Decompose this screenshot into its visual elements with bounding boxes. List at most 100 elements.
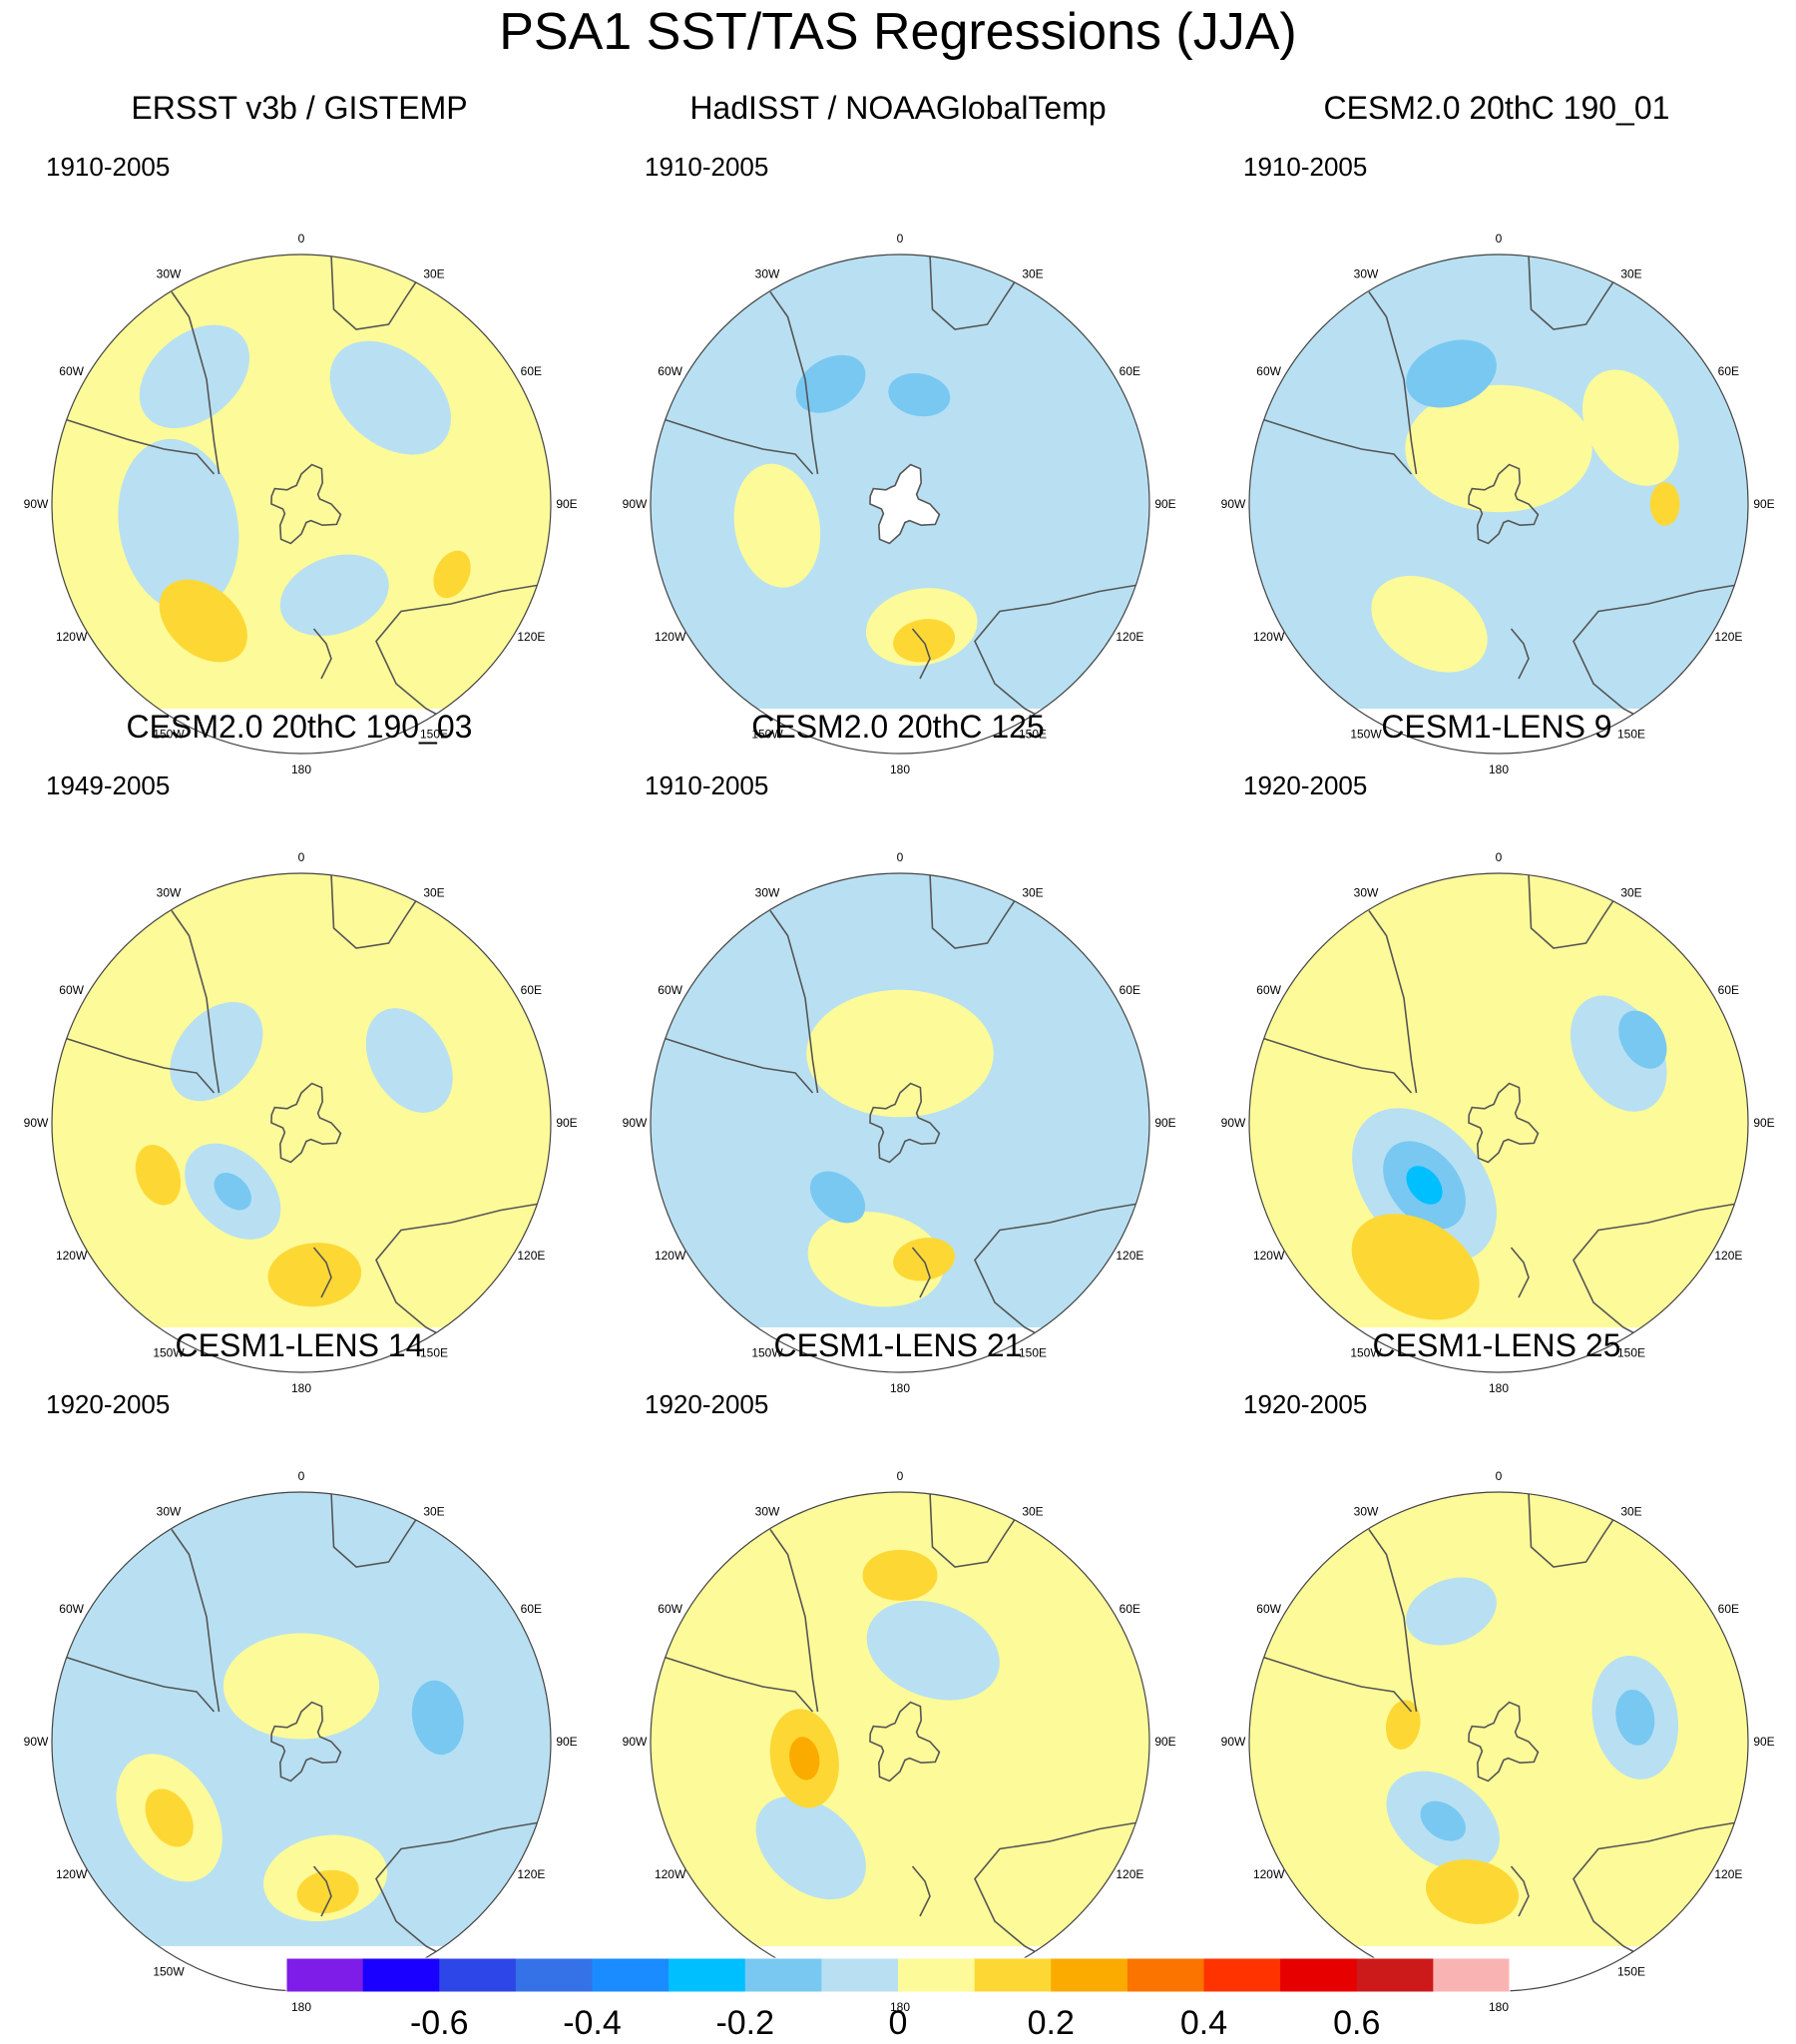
panel-title: CESM1-LENS 25 [1372, 1327, 1621, 1363]
longitude-label: 0 [298, 850, 305, 864]
coastline [330, 255, 422, 330]
anomaly-region [795, 354, 866, 413]
coastline [1368, 291, 1418, 475]
anomaly-region [145, 1788, 194, 1847]
anomaly-region [1649, 482, 1680, 526]
anomaly-region [139, 324, 249, 429]
longitude-label: 90E [556, 1735, 577, 1749]
longitude-label: 30W [755, 886, 780, 900]
longitude-label: 180 [890, 763, 910, 776]
colorbar-tick-label: 0.4 [1180, 2004, 1227, 2042]
longitude-label: 30E [423, 886, 444, 900]
panel-period: 1920-2005 [645, 1389, 769, 1419]
longitude-label: 30W [1354, 267, 1379, 281]
panel-period: 1910-2005 [46, 152, 171, 182]
longitude-label: 60W [59, 983, 84, 997]
longitude-label: 60E [1718, 1602, 1739, 1616]
anomaly-region [755, 1795, 866, 1900]
coastline [1368, 910, 1418, 1094]
colorbar-swatch [515, 1958, 593, 1992]
map-boundary [1248, 872, 1749, 1373]
anomaly-region [806, 989, 994, 1118]
colorbar-tick-label: 0.6 [1333, 2004, 1380, 2042]
longitude-label: 120W [655, 1867, 686, 1881]
longitude-label: 120W [1253, 1249, 1285, 1263]
longitude-label: 30W [157, 886, 182, 900]
longitude-label: 30E [1022, 1505, 1043, 1519]
longitude-label: 30E [1620, 1505, 1641, 1519]
panel-period: 1920-2005 [1243, 770, 1368, 800]
anomaly-region [1405, 384, 1592, 513]
colorbar-swatch [898, 1958, 976, 1992]
coastline [929, 255, 1021, 330]
coastline [911, 1865, 931, 1917]
longitude-label: 90E [1753, 1116, 1774, 1130]
coastline [911, 1247, 931, 1298]
anomaly-region [365, 1008, 453, 1113]
longitude-label: 90W [1221, 1735, 1246, 1749]
coastline [769, 910, 819, 1094]
map-boundary [650, 872, 1150, 1373]
coastline [375, 583, 547, 730]
longitude-label: 120E [517, 1867, 545, 1881]
panel-title: CESM2.0 20thC 190_01 [1323, 90, 1670, 126]
panel-period: 1910-2005 [1243, 152, 1368, 182]
panel-title: HadISST / NOAAGlobalTemp [689, 90, 1107, 126]
panel-title: CESM1-LENS 14 [175, 1327, 424, 1363]
longitude-label: 90W [623, 497, 648, 511]
longitude-label: 60E [521, 983, 542, 997]
coastline [1528, 255, 1619, 330]
field-background [52, 873, 551, 1327]
longitude-label: 150W [1350, 1964, 1382, 1978]
longitude-label: 60E [1120, 364, 1140, 378]
coastline [1253, 415, 1413, 475]
antarctica-outline [869, 1082, 941, 1164]
antarctica-outline [270, 1701, 342, 1783]
panel-title: CESM2.0 20thC 125 [751, 709, 1045, 745]
anomaly-region [1385, 1700, 1421, 1750]
longitude-label: 60E [1120, 1602, 1140, 1616]
colorbar-swatch [286, 1958, 364, 1992]
anomaly-region [223, 1633, 380, 1740]
longitude-label: 180 [291, 2000, 311, 2014]
longitude-label: 30E [1022, 886, 1043, 900]
longitude-label: 90E [1753, 1735, 1774, 1749]
longitude-label: 90E [556, 497, 577, 511]
longitude-label: 180 [1489, 1381, 1509, 1395]
anomaly-region [1351, 1214, 1480, 1320]
longitude-label: 180 [890, 1381, 910, 1395]
colorbar-tick-label: -0.4 [563, 2004, 622, 2042]
longitude-label: 30W [755, 267, 780, 281]
longitude-label: 60W [1256, 1602, 1281, 1616]
panel-period: 1920-2005 [46, 1389, 171, 1419]
coastline [330, 873, 422, 949]
polar-map: 0 30E 60E 90E 120E 150E 180 150W 120W 90W 60W 30W [623, 1469, 1176, 2014]
longitude-label: 60W [1256, 364, 1281, 378]
longitude-label: 150E [420, 1964, 448, 1978]
longitude-label: 180 [1489, 2000, 1509, 2014]
coastline [974, 1820, 1145, 1967]
longitude-label: 180 [890, 2000, 910, 2014]
anomaly-region [888, 372, 951, 417]
longitude-label: 120W [655, 1249, 686, 1263]
longitude-label: 180 [291, 1381, 311, 1395]
longitude-label: 150E [420, 727, 448, 741]
coastline [56, 1034, 216, 1094]
coastline [769, 291, 819, 475]
polar-map: 0 30E 60E 90E 120E 150E 180 150W 120W 90W 60W 30W [1221, 232, 1775, 776]
coastline [1253, 1034, 1413, 1094]
longitude-label: 90W [623, 1116, 648, 1130]
colorbar-swatch [1433, 1958, 1511, 1992]
map-panel: CESM1-LENS 9 1920-2005 0 30E 60E 90E 120E 150E 1… [1197, 709, 1796, 1395]
polar-map: 0 30E 60E 90E 120E 150E 180 150W 120W 90W 60W 30W [24, 850, 578, 1395]
longitude-label: 120E [517, 1249, 545, 1263]
coastline [375, 1202, 547, 1348]
anomaly-region [329, 340, 451, 455]
longitude-label: 0 [1496, 1469, 1503, 1483]
longitude-label: 90E [556, 1116, 577, 1130]
anomaly-region [789, 1737, 820, 1781]
coastline [171, 910, 221, 1094]
coastline [769, 1529, 819, 1713]
anomaly-region [433, 550, 471, 599]
panel-period: 1920-2005 [1243, 1389, 1368, 1419]
